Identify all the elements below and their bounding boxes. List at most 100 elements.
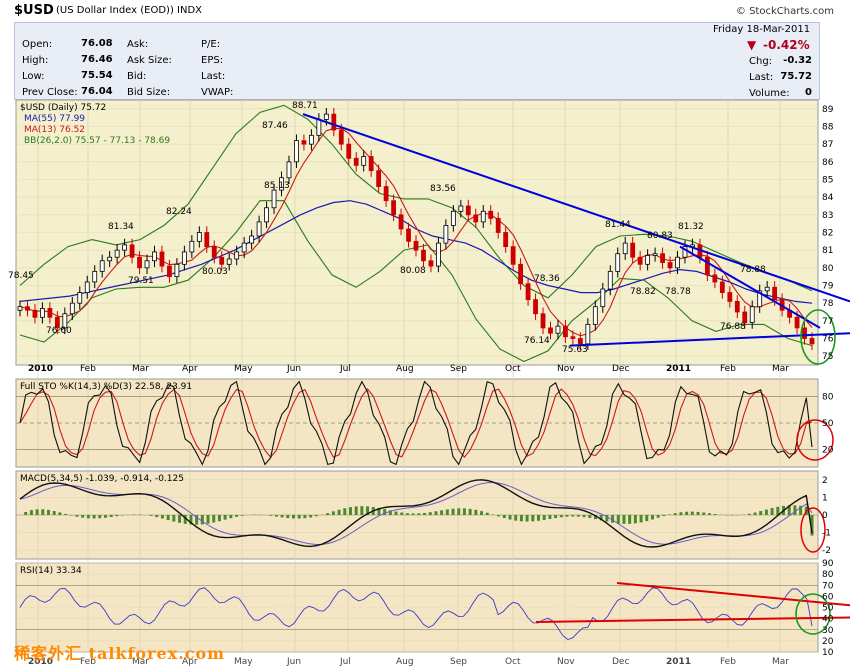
price-annotation: 76.14 — [524, 336, 550, 346]
price-annotation: 81.44 — [605, 220, 631, 230]
price-annotation: 88.71 — [292, 101, 318, 111]
candle-body — [286, 161, 292, 179]
macd-signal-line — [19, 481, 813, 546]
macd-histogram-bar — [103, 515, 107, 518]
last-label-mid: Last: — [201, 71, 226, 82]
candle-body — [645, 255, 651, 265]
x-tick-label-bottom: Feb — [80, 657, 96, 667]
talkforex-watermark: 稀客外汇 talkforex.com — [14, 644, 226, 663]
candle-body — [719, 281, 725, 293]
macd-histogram-bar — [770, 508, 774, 515]
highlight-circle-sto — [796, 419, 834, 461]
macd-histogram-bar — [650, 515, 654, 520]
macd-histogram-bar — [434, 511, 438, 515]
macd-histogram-bar — [662, 515, 666, 517]
price-tick-label: 75 — [822, 352, 833, 362]
ma55-line — [19, 200, 813, 304]
rsi-tick-label: 80 — [822, 570, 834, 580]
price-annotation: 80.08 — [400, 266, 426, 276]
candle-body — [129, 244, 135, 258]
candle-body — [436, 242, 441, 267]
low-label: Low: — [22, 71, 45, 82]
candle-body — [47, 308, 53, 318]
x-tick-label-bottom: Nov — [557, 657, 575, 667]
candle-body — [570, 336, 576, 339]
x-tick-label-bottom: Feb — [720, 657, 736, 667]
candle-body — [704, 256, 710, 276]
macd-histogram-bar — [616, 515, 620, 524]
macd-histogram-bar — [685, 511, 689, 515]
candle-body — [54, 316, 60, 329]
macd-histogram-bar — [502, 515, 506, 519]
candle-body — [144, 260, 150, 269]
price-annotation: 76.88 — [720, 322, 746, 332]
candle-body — [249, 235, 255, 244]
x-tick-label: Feb — [720, 364, 736, 374]
macd-histogram-bar — [29, 510, 33, 515]
candle-body — [84, 281, 90, 293]
candle-body — [69, 302, 75, 315]
x-tick-label-bottom: Dec — [612, 657, 629, 667]
sto-tick-label: 50 — [822, 419, 834, 429]
candle-body — [585, 323, 591, 345]
volume-label: Volume: — [749, 88, 790, 99]
x-tick-label-bottom: Mar — [772, 657, 789, 667]
macd-histogram-bar — [394, 511, 398, 515]
candle-body — [652, 253, 658, 256]
x-tick-label: Feb — [80, 364, 96, 374]
candle-body — [406, 228, 411, 242]
candle-body — [181, 251, 187, 265]
macd-histogram-bar — [445, 509, 449, 515]
macd-histogram-bar — [428, 512, 432, 515]
legend-ma55: MA(55) 77.99 — [24, 114, 85, 124]
macd-histogram-bar — [240, 515, 244, 516]
price-tick-label: 77 — [822, 317, 833, 327]
macd-histogram-bar — [485, 512, 489, 515]
macd-histogram-bar — [366, 506, 370, 515]
macd-histogram-bar — [286, 515, 290, 519]
x-tick-label: Sep — [450, 364, 467, 374]
macd-histogram-bar — [354, 506, 358, 515]
ask-size-label: Ask Size: — [127, 55, 172, 66]
rsi-tick-label: 90 — [822, 559, 834, 569]
candle-body — [757, 290, 763, 308]
price-tick-label: 87 — [822, 140, 833, 150]
macd-histogram-bar — [531, 515, 535, 522]
macd-histogram-bar — [46, 509, 50, 515]
candle-body — [226, 258, 232, 265]
macd-histogram-bar — [753, 512, 757, 515]
macd-histogram-bar — [576, 515, 580, 517]
x-tick-label: Oct — [505, 364, 521, 374]
support-trendline — [569, 332, 850, 347]
macd-histogram-bar — [92, 515, 96, 519]
stockcharts-watermark: © StockCharts.com — [735, 6, 834, 17]
macd-tick-label: -1 — [822, 529, 831, 539]
macd-histogram-bar — [468, 508, 472, 515]
ma13-line — [19, 128, 813, 337]
candle-body — [137, 256, 142, 269]
macd-histogram-bar — [178, 515, 182, 523]
macd-histogram-bar — [86, 515, 90, 519]
macd-histogram-bar — [559, 515, 563, 518]
macd-histogram-bar — [588, 515, 592, 519]
macd-histogram-bar — [269, 515, 273, 516]
vwap-label: VWAP: — [201, 87, 234, 98]
x-tick-label-bottom: 2011 — [666, 657, 691, 667]
rsi-tick-label: 20 — [822, 637, 834, 647]
macd-tick-label: -2 — [822, 546, 831, 556]
x-tick-label: 2011 — [666, 364, 691, 374]
indicator-series — [19, 380, 850, 641]
candle-body — [107, 256, 113, 262]
sto-tick-label: 80 — [822, 393, 834, 403]
candle-body — [503, 232, 509, 248]
macd-histogram-bar — [200, 515, 204, 525]
price-annotation: 81.32 — [678, 222, 704, 232]
macd-histogram-bar — [206, 515, 210, 524]
macd-histogram-bar — [274, 515, 278, 517]
change-percent: -0.42% — [763, 38, 810, 52]
last-value: 75.72 — [780, 71, 812, 82]
macd-histogram-bar — [519, 515, 523, 522]
price-annotation: 80.03 — [202, 267, 228, 277]
price-annotation: 85.13 — [264, 181, 290, 191]
rsi-tick-label: 60 — [822, 592, 834, 602]
